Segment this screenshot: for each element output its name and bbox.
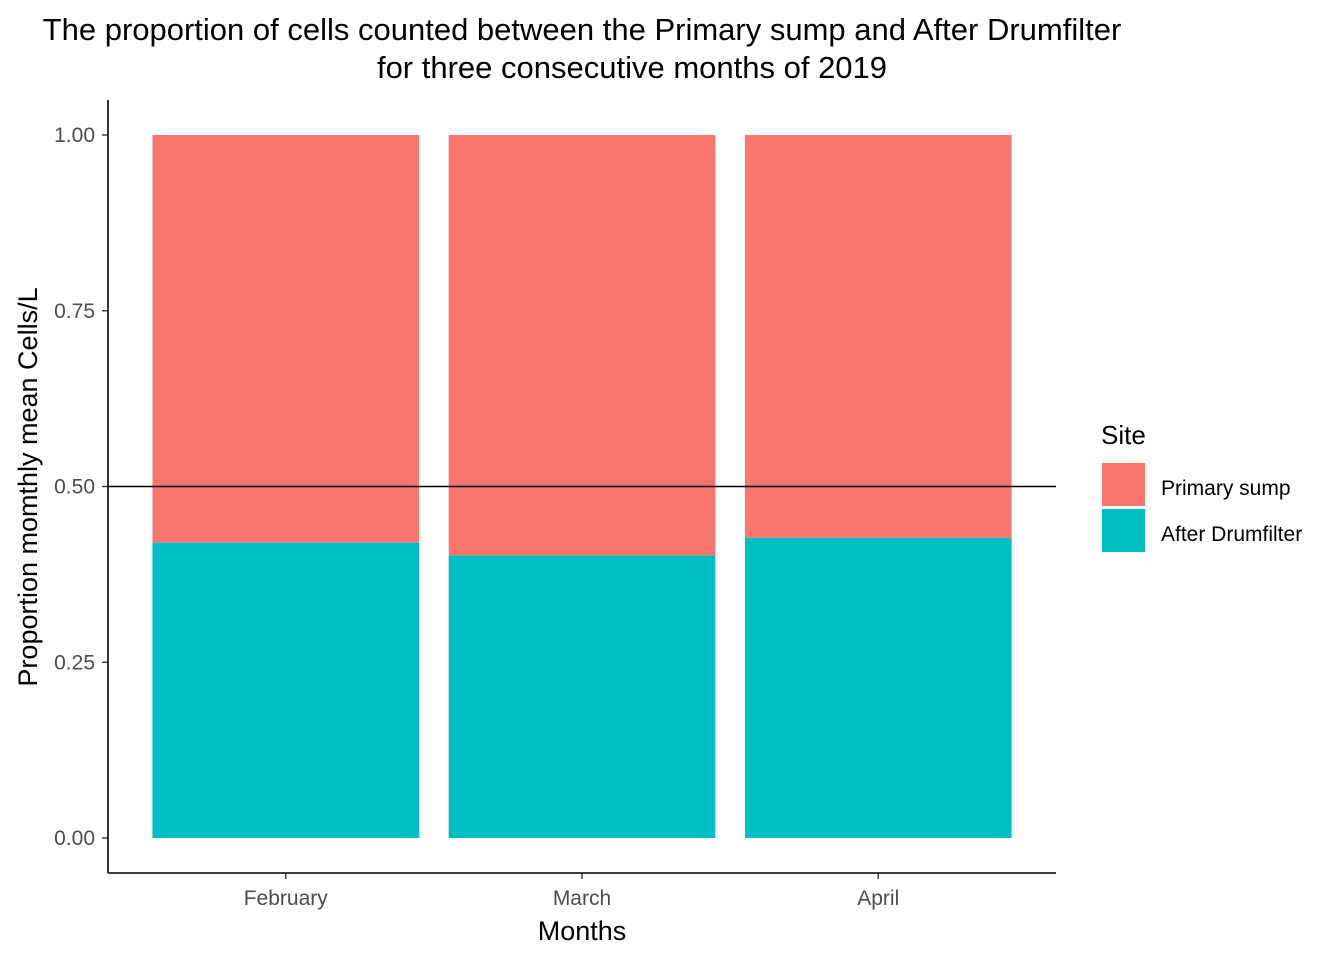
- bar-february-primary-sump: [152, 135, 420, 543]
- chart-title-line-1: The proportion of cells counted between …: [43, 12, 1122, 47]
- legend-swatch-primary-sump: [1102, 463, 1145, 506]
- bar-april-after-drumfilter: [744, 537, 1012, 838]
- x-tick-label-april: April: [857, 887, 899, 910]
- y-tick-label: 0.50: [54, 476, 95, 499]
- legend-title: Site: [1101, 420, 1146, 450]
- x-axis-title: Months: [538, 916, 627, 946]
- x-tick-label-march: March: [553, 887, 611, 910]
- bar-march-primary-sump: [448, 135, 716, 556]
- bar-april-primary-sump: [744, 135, 1012, 538]
- bars-group: [152, 135, 1012, 838]
- legend-label-primary-sump: Primary sump: [1161, 477, 1291, 500]
- legend: Site Primary sump After Drumfilter: [1101, 420, 1302, 552]
- y-tick-label: 0.75: [54, 300, 95, 323]
- y-axis-title: Proportion momthly mean Cells/L: [13, 287, 43, 686]
- legend-label-after-drumfilter: After Drumfilter: [1161, 523, 1302, 546]
- legend-swatch-after-drumfilter: [1102, 509, 1145, 552]
- y-axis-ticks: 0.00 0.25 0.50 0.75 1.00: [54, 124, 108, 850]
- y-tick-label: 0.00: [54, 827, 95, 850]
- x-tick-label-february: February: [244, 887, 329, 910]
- y-tick-label: 1.00: [54, 124, 95, 147]
- y-tick-label: 0.25: [54, 651, 95, 674]
- bar-march-after-drumfilter: [448, 555, 716, 838]
- chart-title-line-2: for three consecutive months of 2019: [377, 50, 887, 85]
- bar-february-after-drumfilter: [152, 542, 420, 838]
- x-axis-ticks: February March April: [244, 873, 899, 910]
